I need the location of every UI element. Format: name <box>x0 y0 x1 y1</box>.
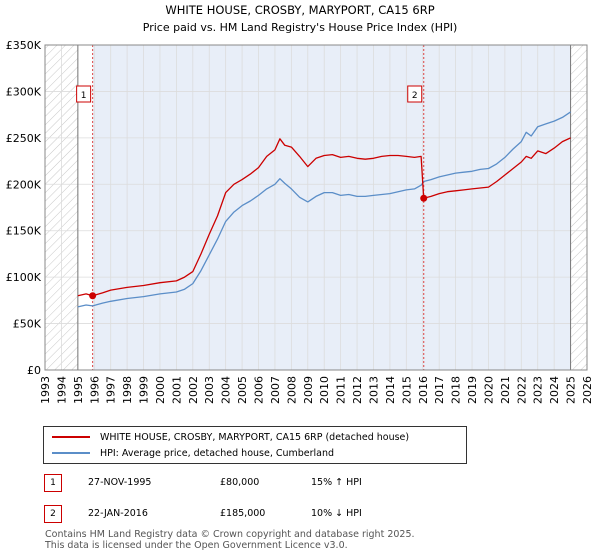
legend-swatch-property <box>52 436 90 438</box>
x-tick-label: 2022 <box>515 376 528 404</box>
x-tick-label: 2025 <box>565 376 578 404</box>
sale-point <box>420 194 428 202</box>
transaction-hpi: 10% ↓ HPI <box>311 508 362 519</box>
hatched-region <box>570 45 587 370</box>
legend-item-property: WHITE HOUSE, CROSBY, MARYPORT, CA15 6RP … <box>52 429 409 445</box>
x-tick-label: 1995 <box>72 376 85 404</box>
transaction-price: £185,000 <box>220 508 266 519</box>
sale-label: 2 <box>412 91 418 101</box>
sale-point <box>89 292 97 300</box>
y-tick-label: £100K <box>6 271 42 284</box>
x-tick-label: 1994 <box>55 376 68 404</box>
x-tick-label: 2004 <box>220 376 233 404</box>
footer-licence: This data is licensed under the Open Gov… <box>45 539 348 551</box>
series-line-property <box>77 137 571 297</box>
series-line-hpi <box>77 111 571 308</box>
shaded-region <box>92 45 571 370</box>
sale-label-box <box>76 85 92 103</box>
x-tick-label: 2009 <box>302 376 315 404</box>
x-tick-label: 1998 <box>121 376 134 404</box>
x-tick-label: 1993 <box>39 376 52 404</box>
y-tick-label: £300K <box>6 85 42 98</box>
x-tick-label: 2007 <box>269 376 282 404</box>
x-tick-label: 2017 <box>433 376 446 404</box>
chart: 1 2 £0 £50K £100K £150K £200K £250K £300K £350K 19… <box>6 3 594 404</box>
x-tick-label: 2015 <box>400 376 413 404</box>
x-tick-label: 2021 <box>499 376 512 404</box>
y-tick-label: £150K <box>6 225 42 238</box>
x-tick-label: 2000 <box>154 376 167 404</box>
legend-label-property: WHITE HOUSE, CROSBY, MARYPORT, CA15 6RP … <box>100 431 410 443</box>
y-tick-label: £200K <box>6 178 42 191</box>
x-tick-label: 1996 <box>88 376 101 404</box>
x-tick-label: 2020 <box>482 376 495 404</box>
transaction-date: 22-JAN-2016 <box>88 508 148 519</box>
x-tick-label: 2011 <box>335 376 348 404</box>
legend-label-hpi: HPI: Average price, detached house, Cumb… <box>100 447 335 459</box>
x-tick-label: 2006 <box>253 376 266 404</box>
footer-copyright: Contains HM Land Registry data © Crown c… <box>45 529 415 540</box>
x-tick-label: 2001 <box>170 376 183 404</box>
x-tick-label: 2023 <box>532 376 545 404</box>
chart-subtitle: Price paid vs. HM Land Registry's House … <box>143 21 458 34</box>
x-tick-label: 1999 <box>138 376 151 404</box>
x-tick-label: 2005 <box>236 376 249 404</box>
x-tick-label: 2008 <box>285 376 298 404</box>
x-tick-label: 2012 <box>351 376 364 404</box>
x-tick-label: 2002 <box>187 376 200 404</box>
x-tick-label: 2026 <box>581 376 594 404</box>
sale-label: 1 <box>81 91 87 101</box>
legend: WHITE HOUSE, CROSBY, MARYPORT, CA15 6RP … <box>43 426 467 464</box>
x-tick-label: 2010 <box>318 376 331 404</box>
transaction-hpi: 15% ↑ HPI <box>311 477 362 488</box>
chart-title: WHITE HOUSE, CROSBY, MARYPORT, CA15 6RP <box>165 3 434 17</box>
sale-label-box <box>407 85 423 103</box>
legend-item-hpi: HPI: Average price, detached house, Cumb… <box>52 445 334 461</box>
transaction-date: 27-NOV-1995 <box>88 477 152 488</box>
legend-swatch-hpi <box>52 452 90 454</box>
x-tick-label: 1997 <box>105 376 118 404</box>
x-tick-label: 2019 <box>466 376 479 404</box>
x-tick-label: 2003 <box>203 376 216 404</box>
x-tick-label: 2014 <box>384 376 397 404</box>
transaction-marker: 2 <box>44 505 62 523</box>
footer: Contains HM Land Registry data © Crown c… <box>45 529 415 551</box>
plot-border <box>44 44 588 371</box>
y-tick-label: £350K <box>6 39 42 52</box>
x-tick-label: 2013 <box>367 376 380 404</box>
x-tick-label: 2018 <box>450 376 463 404</box>
x-tick-label: 2024 <box>548 376 561 404</box>
transaction-marker: 1 <box>44 474 62 492</box>
x-tick-label: 2016 <box>417 376 430 404</box>
y-tick-label: £250K <box>6 132 42 145</box>
y-tick-label: £0 <box>27 364 41 377</box>
transaction-price: £80,000 <box>220 477 260 488</box>
y-tick-label: £50K <box>13 318 42 331</box>
